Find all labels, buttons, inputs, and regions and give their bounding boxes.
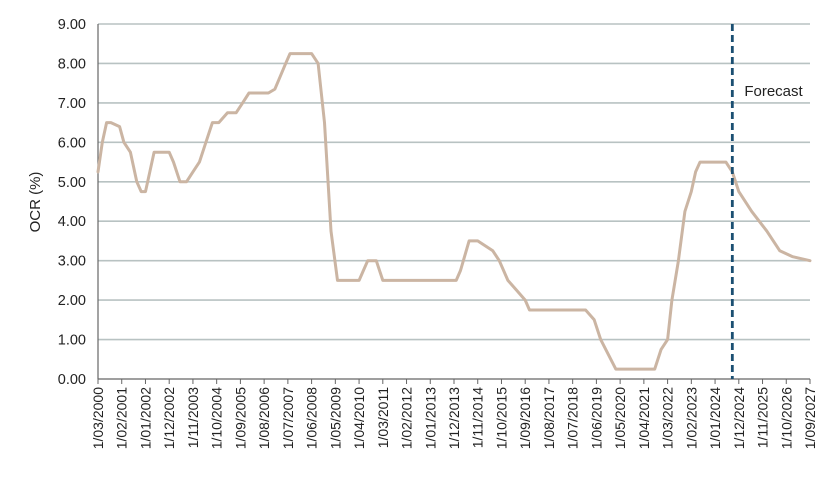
x-tick-label: 1/04/2010 [351, 387, 367, 449]
y-tick-label: 9.00 [58, 17, 86, 33]
x-tick-label: 1/02/2001 [114, 387, 130, 449]
y-tick-labels: 0.00 1.00 2.00 3.00 4.00 5.00 6.00 7.00 8.00 9.00 [58, 17, 86, 388]
x-tick-label: 1/11/2014 [470, 387, 486, 448]
x-tick-label: 1/10/2015 [493, 387, 509, 449]
x-tick-label: 1/10/2004 [209, 387, 225, 449]
ocr-series-line [96, 52, 812, 371]
x-tick-label: 1/09/2016 [517, 387, 533, 449]
x-tick-label: 1/01/2002 [137, 387, 153, 449]
axes [97, 24, 810, 380]
forecast-label: Forecast [744, 83, 803, 100]
x-tick-label: 1/08/2006 [256, 387, 272, 449]
x-tick-label: 1/03/2000 [90, 387, 106, 449]
y-tick-label: 6.00 [58, 135, 86, 151]
y-tick-label: 0.00 [58, 372, 86, 388]
series-layer [96, 52, 812, 371]
x-tick-label: 1/09/2005 [232, 387, 248, 449]
x-tick-label: 1/11/2025 [755, 387, 771, 448]
x-tick-label: 1/01/2013 [422, 387, 438, 449]
annotations: Forecast [730, 24, 804, 379]
x-tick-label: 1/10/2026 [778, 387, 794, 449]
x-tick-label: 1/07/2018 [565, 387, 581, 449]
x-tick-label: 1/12/2002 [161, 387, 177, 449]
x-tick-label: 1/07/2007 [280, 387, 296, 449]
y-tick-label: 8.00 [58, 56, 86, 72]
y-tick-label: 3.00 [58, 254, 86, 270]
x-tick-labels: 1/03/2000 1/02/2001 1/01/2002 1/12/2002 1/11… [90, 379, 818, 449]
gridlines [98, 23, 810, 341]
x-tick-label: 1/05/2009 [327, 387, 343, 449]
x-tick-label: 1/03/2022 [660, 387, 676, 449]
x-tick-label: 1/09/2027 [802, 387, 818, 449]
x-tick-label: 1/12/2013 [446, 387, 462, 449]
y-tick-label: 1.00 [58, 333, 86, 349]
x-tick-label: 1/12/2024 [731, 387, 747, 449]
x-tick-label: 1/04/2021 [636, 387, 652, 449]
x-tick-label: 1/06/2008 [304, 387, 320, 449]
x-tick-label: 1/03/2011 [375, 387, 391, 448]
y-axis-label: OCR (%) [27, 172, 44, 233]
x-tick-label: 1/06/2019 [588, 387, 604, 449]
x-tick-label: 1/08/2017 [541, 387, 557, 449]
x-tick-label: 1/02/2023 [683, 387, 699, 449]
y-tick-label: 4.00 [58, 214, 86, 230]
y-tick-label: 5.00 [58, 175, 86, 191]
x-tick-label: 1/01/2024 [707, 387, 723, 449]
x-tick-label: 1/11/2003 [185, 387, 201, 448]
x-tick-label: 1/05/2020 [612, 387, 628, 449]
x-tick-label: 1/02/2012 [399, 387, 415, 449]
y-tick-label: 2.00 [58, 293, 86, 309]
y-tick-label: 7.00 [58, 96, 86, 112]
